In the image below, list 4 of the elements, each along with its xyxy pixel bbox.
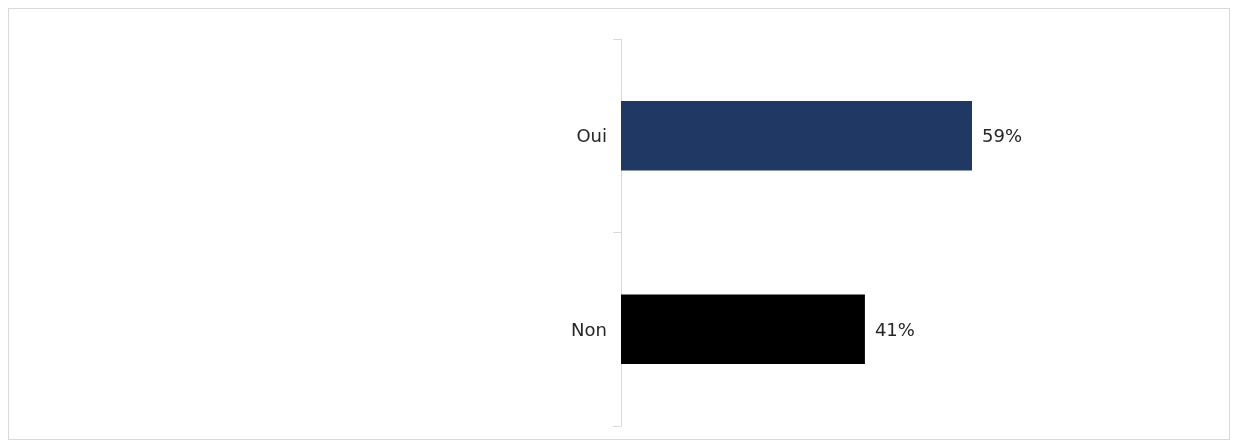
data-label: 59% — [982, 125, 1023, 147]
y-tick-label: Non — [571, 318, 607, 340]
y-tick-label: Oui — [576, 125, 607, 147]
data-label: 41% — [874, 318, 915, 340]
